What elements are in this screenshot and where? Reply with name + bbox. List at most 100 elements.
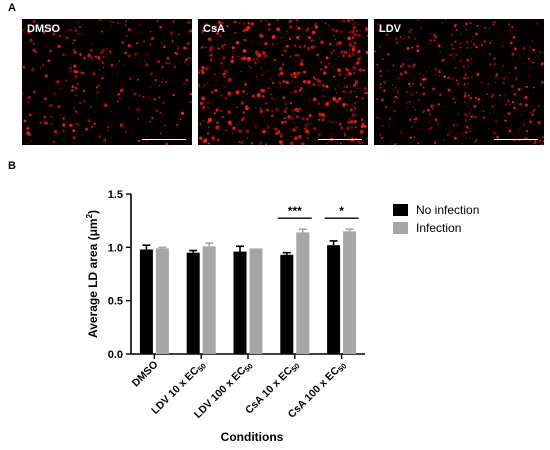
stain-dot — [448, 94, 450, 96]
stain-dot — [399, 131, 402, 133]
stain-dot — [475, 25, 477, 27]
stain-dot — [47, 59, 51, 63]
stain-dot — [347, 54, 352, 58]
stain-dot — [162, 101, 166, 105]
stain-dot — [187, 20, 191, 25]
stain-dot — [487, 83, 490, 86]
stain-dot — [294, 107, 298, 112]
stain-dot — [538, 98, 539, 100]
y-tick-label: 0.5 — [108, 296, 123, 308]
stain-dot — [531, 113, 534, 116]
stain-dot — [329, 51, 333, 55]
stain-dot — [417, 43, 419, 45]
stain-dot — [396, 23, 399, 26]
stain-dot — [227, 91, 232, 96]
stain-dot — [198, 83, 201, 88]
stain-dot — [257, 53, 262, 58]
stain-dot — [225, 97, 228, 100]
stain-dot — [53, 130, 58, 134]
stain-dot — [419, 82, 423, 86]
stain-dot — [343, 50, 348, 55]
stain-dot — [419, 73, 421, 75]
stain-dot — [65, 79, 68, 83]
stain-dot — [286, 44, 289, 48]
stain-dot — [455, 53, 458, 56]
stain-dot — [34, 50, 38, 53]
stain-dot — [150, 86, 152, 88]
x-tick-label: DMSO — [130, 359, 161, 390]
stain-dot — [145, 64, 149, 68]
stain-dot — [388, 71, 390, 73]
stain-dot — [474, 96, 478, 100]
stain-dot — [310, 39, 314, 42]
stain-dot — [427, 108, 430, 112]
stain-dot — [62, 117, 65, 120]
stain-dot — [461, 90, 463, 92]
stain-dot — [131, 132, 134, 134]
stain-dot — [529, 46, 531, 49]
stain-dot — [85, 127, 89, 131]
stain-dot — [252, 59, 255, 62]
stain-dot — [475, 139, 478, 141]
stain-dot — [260, 67, 263, 69]
stain-dot — [73, 64, 77, 68]
stain-dot — [234, 31, 237, 35]
stain-dot — [531, 39, 533, 41]
stain-dot — [453, 56, 455, 59]
stain-dot — [394, 95, 397, 99]
stain-dot — [246, 137, 249, 140]
stain-dot — [470, 62, 472, 64]
stain-dot — [401, 132, 403, 134]
stain-dot — [128, 54, 132, 58]
stain-dot — [488, 28, 491, 30]
stain-dot — [362, 69, 366, 72]
stain-dot — [524, 85, 527, 88]
micrograph-csa: CsA — [198, 19, 368, 145]
stain-dot — [162, 78, 164, 80]
stain-dot — [166, 56, 170, 60]
stain-dot — [265, 108, 270, 112]
stain-dot — [201, 32, 203, 35]
stain-dot — [388, 38, 391, 40]
stain-dot — [474, 140, 476, 143]
stain-dot — [244, 104, 249, 109]
stain-dot — [52, 32, 56, 36]
stain-dot — [39, 67, 42, 69]
stain-dot — [325, 56, 329, 60]
stain-dot — [529, 73, 531, 76]
stain-dot — [290, 73, 293, 76]
stain-dot — [107, 125, 110, 129]
stain-dot — [82, 89, 86, 93]
stain-dot — [435, 89, 437, 92]
stain-dot — [87, 53, 91, 57]
stain-dot — [447, 133, 449, 136]
stain-dot — [438, 74, 441, 77]
stain-dot — [374, 50, 377, 53]
stain-dot — [515, 78, 518, 81]
stain-dot — [353, 141, 355, 144]
stain-dot — [53, 92, 57, 95]
stain-dot — [332, 49, 336, 52]
stain-dot — [346, 126, 351, 131]
stain-dot — [291, 109, 293, 112]
stain-dot — [351, 36, 355, 39]
stain-dot — [434, 67, 437, 70]
stain-dot — [350, 126, 354, 130]
stain-dot — [490, 40, 492, 42]
stain-dot — [312, 82, 315, 85]
stain-dot — [259, 33, 263, 38]
stain-dot — [346, 121, 349, 124]
stain-dot — [289, 135, 291, 137]
stain-dot — [61, 129, 65, 133]
stain-dot — [405, 91, 408, 94]
stain-dot — [276, 27, 281, 32]
micrograph-label-ldv: LDV — [379, 23, 401, 35]
stain-dot — [105, 48, 108, 50]
stain-dot — [361, 142, 364, 145]
stain-dot — [159, 111, 162, 114]
stain-dot — [406, 107, 409, 110]
stain-dot — [363, 87, 368, 91]
stain-dot — [43, 97, 47, 101]
stain-dot — [267, 23, 271, 26]
stain-dot — [432, 87, 435, 91]
